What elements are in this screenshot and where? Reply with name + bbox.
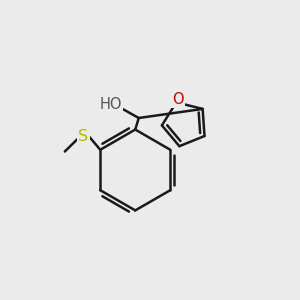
Text: HO: HO <box>100 97 122 112</box>
Text: O: O <box>172 92 184 107</box>
Text: S: S <box>78 129 88 144</box>
